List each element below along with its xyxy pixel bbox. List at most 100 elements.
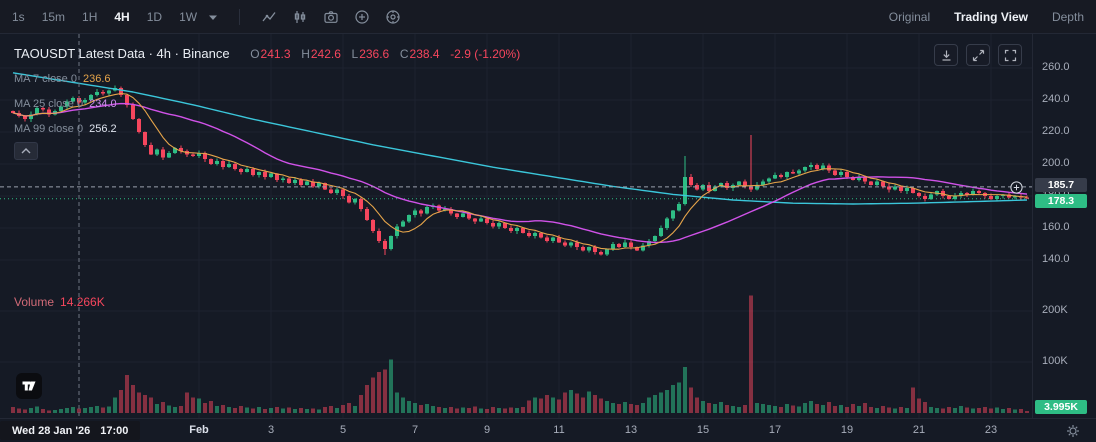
save-chart-button[interactable] bbox=[934, 44, 958, 66]
candle-body bbox=[143, 132, 147, 145]
line-chart-type-button[interactable] bbox=[261, 9, 277, 25]
volume-value: 14.266K bbox=[60, 295, 105, 309]
volume-bar bbox=[515, 407, 519, 413]
volume-bar bbox=[179, 405, 183, 413]
volume-bar bbox=[23, 409, 27, 413]
volume-bar bbox=[197, 398, 201, 413]
candle-body bbox=[167, 152, 171, 158]
volume-bar bbox=[377, 372, 381, 413]
candle-body bbox=[371, 220, 375, 232]
candle-body bbox=[623, 242, 627, 248]
price-axis[interactable]: 185.7 178.3 3.995K 260.0 240.0 220.0 200.0 1… bbox=[1032, 34, 1096, 418]
time-axis-label: 19 bbox=[840, 424, 854, 436]
ma7-label: MA 7 close 0 bbox=[14, 73, 77, 85]
axis-settings-button[interactable] bbox=[1066, 424, 1080, 442]
interval-1s[interactable]: 1s bbox=[12, 9, 25, 24]
candle-body bbox=[905, 188, 909, 192]
time-axis[interactable]: Wed 28 Jan '26 17:00 Feb 3 5 7 9 11 13 15 17 19 21… bbox=[0, 418, 1096, 442]
interval-1h[interactable]: 1H bbox=[82, 9, 98, 24]
gear-icon bbox=[1067, 425, 1079, 437]
last-volume-badge: 3.995K bbox=[1035, 400, 1087, 414]
candle-body bbox=[857, 176, 861, 180]
volume-bar bbox=[923, 401, 927, 413]
legend-collapse-button[interactable] bbox=[14, 142, 38, 160]
add-alert-plus-button[interactable] bbox=[1010, 181, 1023, 199]
fullscreen-button[interactable] bbox=[998, 44, 1022, 66]
candle-body bbox=[785, 172, 789, 177]
interval-dropdown-button[interactable] bbox=[208, 13, 218, 21]
volume-bar bbox=[551, 397, 555, 413]
volume-bar bbox=[503, 408, 507, 413]
volume-bar bbox=[947, 406, 951, 413]
crosshair-time-badge: Wed 28 Jan '26 17:00 bbox=[0, 421, 141, 440]
tab-depth[interactable]: Depth bbox=[1051, 9, 1084, 24]
ma25-line bbox=[12, 102, 1028, 244]
volume-bar bbox=[707, 402, 711, 413]
volume-legend: Volume 14.266K bbox=[14, 295, 105, 309]
close-label: C bbox=[399, 47, 409, 61]
candle-body bbox=[443, 208, 447, 211]
expand-chart-button[interactable] bbox=[966, 44, 990, 66]
screenshot-button[interactable] bbox=[323, 9, 339, 25]
volume-axis-label: 100K bbox=[1042, 355, 1068, 367]
ma99-label: MA 99 close 0 bbox=[14, 123, 84, 135]
volume-bar bbox=[683, 367, 687, 413]
ma7-line bbox=[12, 92, 1028, 250]
ma99-line bbox=[12, 72, 1028, 205]
time-axis-label: 13 bbox=[624, 424, 638, 436]
price-axis-label: 200.0 bbox=[1042, 157, 1070, 169]
volume-bar bbox=[881, 405, 885, 413]
volume-bar bbox=[617, 403, 621, 413]
volume-bar bbox=[491, 406, 495, 413]
candle-body bbox=[683, 176, 687, 204]
volume-bar bbox=[47, 410, 51, 413]
candle-body bbox=[899, 186, 903, 192]
volume-bar bbox=[437, 406, 441, 413]
volume-bar bbox=[851, 403, 855, 413]
candle-body bbox=[977, 191, 981, 193]
volume-bar bbox=[353, 405, 357, 413]
candlestick-icon bbox=[294, 10, 306, 23]
candlestick-type-button[interactable] bbox=[292, 9, 308, 25]
volume-bar bbox=[395, 392, 399, 413]
symbol-title[interactable]: TAOUSDT Latest Data · 4h · Binance bbox=[14, 46, 230, 61]
tab-original[interactable]: Original bbox=[888, 9, 931, 24]
tradingview-logo[interactable] bbox=[16, 373, 42, 399]
volume-bar bbox=[143, 395, 147, 413]
candle-body bbox=[665, 218, 669, 228]
candle-body bbox=[539, 232, 543, 238]
candle-body bbox=[551, 237, 555, 241]
interval-1w[interactable]: 1W bbox=[179, 9, 198, 24]
add-indicator-button[interactable] bbox=[354, 9, 370, 25]
interval-4h[interactable]: 4H bbox=[114, 9, 130, 24]
chart-tools-group bbox=[261, 9, 401, 25]
candlestick-chart[interactable] bbox=[0, 34, 1032, 418]
volume-bar bbox=[455, 408, 459, 413]
candle-body bbox=[449, 208, 453, 214]
volume-bar bbox=[833, 405, 837, 413]
volume-bar bbox=[227, 406, 231, 413]
chart-settings-button[interactable] bbox=[385, 9, 401, 25]
volume-bar bbox=[29, 407, 33, 413]
interval-15m[interactable]: 15m bbox=[41, 9, 66, 24]
time-axis-label: 11 bbox=[553, 424, 565, 436]
candle-body bbox=[155, 149, 159, 155]
price-axis-label: 160.0 bbox=[1042, 221, 1070, 233]
candle-body bbox=[245, 168, 249, 172]
price-axis-label: 220.0 bbox=[1042, 125, 1070, 137]
legend-title-row: TAOUSDT Latest Data · 4h · Binance O241.… bbox=[14, 46, 520, 61]
candle-body bbox=[341, 189, 345, 196]
volume-bar bbox=[977, 407, 981, 413]
candle-body bbox=[203, 152, 207, 160]
tab-trading-view[interactable]: Trading View bbox=[954, 9, 1028, 24]
interval-1d[interactable]: 1D bbox=[146, 9, 163, 24]
candle-body bbox=[329, 189, 333, 193]
volume-bar bbox=[161, 401, 165, 413]
candle-body bbox=[89, 95, 93, 100]
volume-bar bbox=[1007, 407, 1011, 413]
volume-bar bbox=[629, 403, 633, 413]
candle-body bbox=[299, 180, 303, 185]
volume-bar bbox=[383, 369, 387, 413]
volume-bar bbox=[173, 406, 177, 413]
volume-bar bbox=[587, 391, 591, 413]
